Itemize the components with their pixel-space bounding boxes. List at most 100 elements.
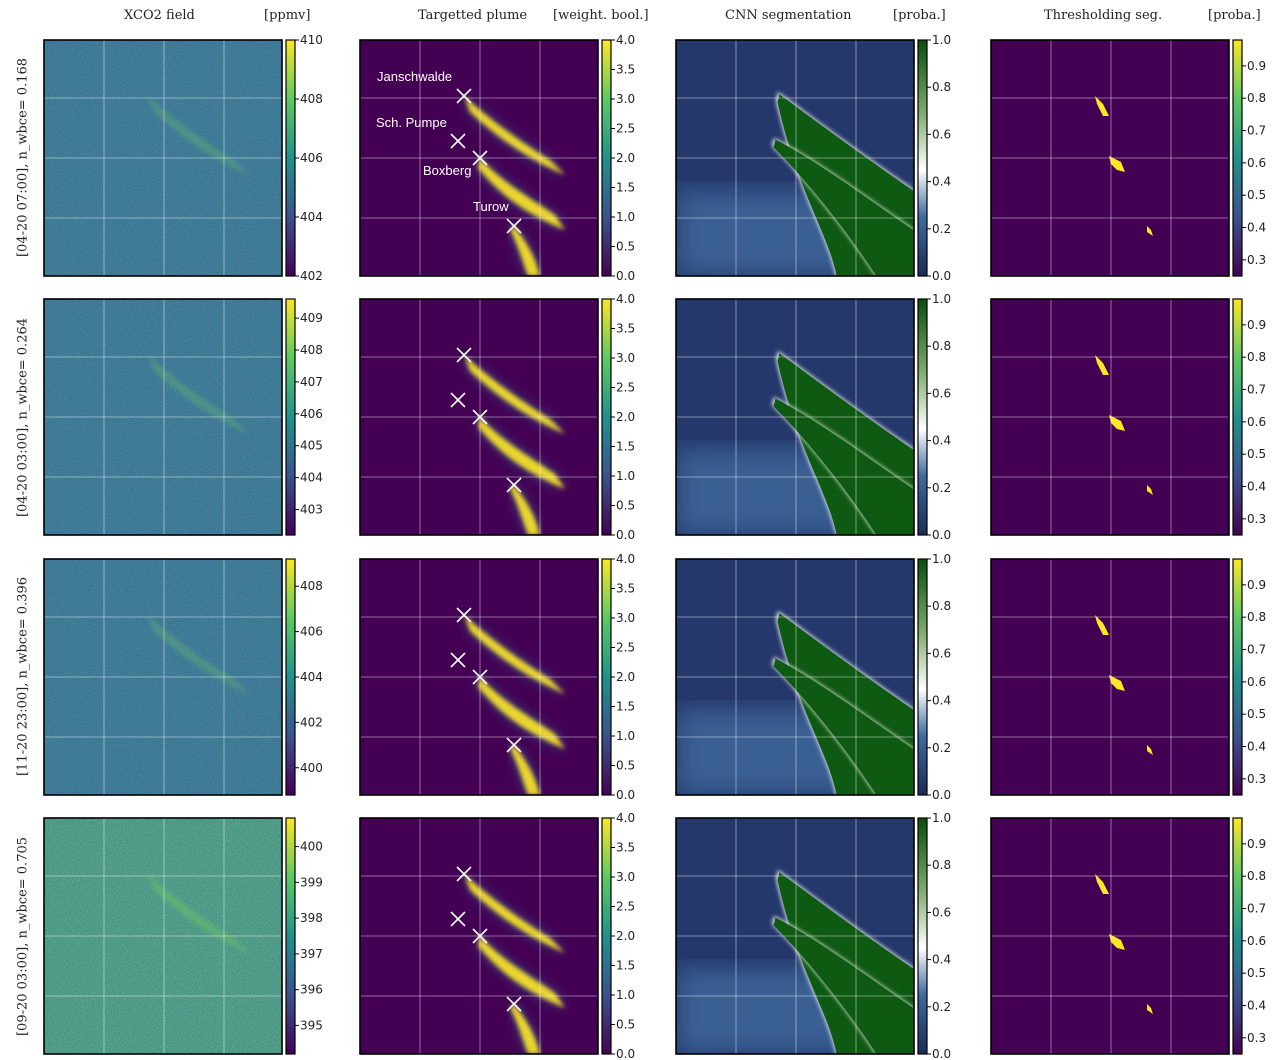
row2-plume-colorbar-ticklabel-7: 3.5	[616, 322, 635, 336]
row2-plume-colorbar-ticklabel-3: 1.5	[616, 440, 635, 454]
row1-plume-plume-core-1	[478, 158, 565, 230]
row4-xco2-frame	[43, 817, 283, 1055]
row1-plume-colorbar-ticklabel-7: 3.5	[616, 63, 635, 77]
row2-threshold-colorbar-ticklabel-3: 0.6	[1247, 415, 1266, 429]
row1-threshold-panel: 0.3 0.4 0.5 0.6 0.7 0.8 0.9	[990, 39, 1266, 277]
row2-xco2-colorbar-ticklabel-0: 403	[300, 502, 323, 516]
row1-plume-plume-core-2	[510, 226, 540, 276]
row3-xco2-panel: 400 402 404 406 408	[43, 558, 323, 796]
row2-cnn-panel: 0.0 0.2 0.4 0.6 0.8 1.0	[675, 292, 951, 542]
row4-xco2-colorbar-ticklabel-1: 396	[300, 983, 323, 997]
row3-xco2-colorbar-ticklabel-1: 402	[300, 715, 323, 729]
row3-cnn-colorbar-ticklabel-3: 0.6	[932, 646, 951, 660]
row3-plume-source-marker-0	[456, 607, 472, 623]
row2-threshold-colorbar-ticklabel-2: 0.5	[1247, 447, 1266, 461]
row3-threshold-colorbar: 0.3 0.4 0.5 0.6 0.7 0.8 0.9	[1232, 558, 1266, 796]
row1-plume-colorbar-ticklabel-1: 0.5	[616, 240, 635, 254]
row3-plume-panel: 0.0 0.5 1.0 1.5 2.0 2.5 3.0 3.5 4.0	[359, 552, 635, 802]
row2-cnn-colorbar: 0.0 0.2 0.4 0.6 0.8 1.0	[917, 292, 951, 542]
row4-threshold-colorbar-ticklabel-4: 0.7	[1247, 902, 1266, 916]
row2-xco2-panel: 403 404 405 406 407 408 409	[43, 298, 323, 536]
row4-cnn-colorbar-ticklabel-1: 0.2	[932, 1000, 951, 1014]
row4-threshold-colorbar-ticklabel-5: 0.8	[1247, 869, 1266, 883]
row4-xco2-colorbar-ticklabel-0: 395	[300, 1018, 323, 1032]
row2-plume-source-marker-3	[506, 477, 522, 493]
row1-plume-colorbar-ticklabel-0: 0.0	[616, 269, 635, 283]
row4-cnn-colorbar-ticklabel-0: 0.0	[932, 1047, 951, 1060]
row3-cnn-colorbar-ticklabel-2: 0.4	[932, 694, 951, 708]
row1-threshold-colorbar-ticklabel-6: 0.9	[1247, 59, 1266, 73]
row3-threshold-colorbar-ticklabel-6: 0.9	[1247, 578, 1266, 592]
row4-threshold-colorbar-ticklabel-0: 0.3	[1247, 1031, 1266, 1045]
row3-plume-colorbar-ticklabel-6: 3.0	[616, 611, 635, 625]
row2-threshold-colorbar-ticklabel-4: 0.7	[1247, 383, 1266, 397]
row1-threshold-frame	[990, 39, 1230, 277]
row3-threshold-colorbar-ticklabel-2: 0.5	[1247, 707, 1266, 721]
row3-plume-frame	[359, 558, 599, 796]
row2-cnn-region-1	[773, 398, 914, 535]
row2-cnn-colorbar-fill	[917, 298, 928, 536]
row3-plume-colorbar-ticklabel-5: 2.5	[616, 641, 635, 655]
row4-xco2-colorbar-ticklabel-5: 400	[300, 840, 323, 854]
row3-threshold-colorbar-ticklabel-4: 0.7	[1247, 643, 1266, 657]
row2-xco2-colorbar: 403 404 405 406 407 408 409	[285, 298, 323, 536]
row2-xco2-colorbar-ticklabel-4: 407	[300, 375, 323, 389]
row1-threshold-colorbar-ticklabel-2: 0.5	[1247, 188, 1266, 202]
row4-threshold-colorbar-ticklabel-6: 0.9	[1247, 837, 1266, 851]
row4-cnn-panel: 0.0 0.2 0.4 0.6 0.8 1.0	[675, 811, 951, 1060]
col-unit-xco2: [ppmv]	[264, 8, 311, 23]
row4-plume-plume-core-2	[510, 1004, 540, 1054]
row4-plume-panel: 0.0 0.5 1.0 1.5 2.0 2.5 3.0 3.5 4.0	[359, 811, 635, 1060]
row1-threshold-colorbar-ticklabel-5: 0.8	[1247, 91, 1266, 105]
row1-xco2-frame	[43, 39, 283, 277]
row2-cnn-colorbar-ticklabel-3: 0.6	[932, 386, 951, 400]
row1-cnn-colorbar: 0.0 0.2 0.4 0.6 0.8 1.0	[917, 33, 951, 283]
row3-threshold-frame	[990, 558, 1230, 796]
row1-plume-colorbar: 0.0 0.5 1.0 1.5 2.0 2.5 3.0 3.5 4.0	[601, 33, 635, 283]
row3-cnn-colorbar-ticklabel-0: 0.0	[932, 788, 951, 802]
row2-xco2-frame	[43, 298, 283, 536]
row1-plume-source-marker-3	[506, 218, 522, 234]
row3-threshold-panel: 0.3 0.4 0.5 0.6 0.7 0.8 0.9	[990, 558, 1266, 796]
row1-cnn-colorbar-ticklabel-5: 1.0	[932, 33, 951, 47]
row3-xco2-colorbar-fill	[285, 558, 296, 796]
row4-plume-source-marker-1	[450, 911, 466, 927]
row1-threshold-colorbar-ticklabel-3: 0.6	[1247, 156, 1266, 170]
row1-xco2-panel: 402 404 406 408 410	[43, 33, 323, 283]
row3-cnn-colorbar-ticklabel-5: 1.0	[932, 552, 951, 566]
row4-cnn-frame	[675, 817, 915, 1055]
row2-plume-colorbar-ticklabel-4: 2.0	[616, 410, 635, 424]
row2-xco2-colorbar-ticklabel-6: 409	[300, 311, 323, 325]
row3-plume-colorbar-ticklabel-7: 3.5	[616, 582, 635, 596]
row3-threshold-colorbar-ticklabel-1: 0.4	[1247, 740, 1266, 754]
label-janschwalde: Janschwalde	[377, 69, 452, 84]
row1-threshold-colorbar-ticklabel-4: 0.7	[1247, 124, 1266, 138]
row1-cnn-colorbar-ticklabel-2: 0.4	[932, 175, 951, 189]
row4-plume-colorbar-ticklabel-6: 3.0	[616, 870, 635, 884]
row3-cnn-colorbar-fill	[917, 558, 928, 796]
row2-plume-colorbar: 0.0 0.5 1.0 1.5 2.0 2.5 3.0 3.5 4.0	[601, 292, 635, 542]
row2-threshold-panel: 0.3 0.4 0.5 0.6 0.7 0.8 0.9	[990, 298, 1266, 536]
row2-plume-plume-core-2	[510, 485, 540, 535]
col-unit-cnn: [proba.]	[893, 8, 946, 23]
row3-plume-colorbar: 0.0 0.5 1.0 1.5 2.0 2.5 3.0 3.5 4.0	[601, 552, 635, 802]
row4-xco2-colorbar-ticklabel-3: 398	[300, 911, 323, 925]
row4-plume-colorbar-ticklabel-8: 4.0	[616, 811, 635, 825]
row4-threshold-colorbar-ticklabel-2: 0.5	[1247, 966, 1266, 980]
row1-xco2-colorbar-fill	[285, 39, 296, 277]
row4-plume-colorbar-ticklabel-1: 0.5	[616, 1018, 635, 1032]
row2-plume-source-marker-0	[456, 347, 472, 363]
row3-plume-colorbar-ticklabel-3: 1.5	[616, 700, 635, 714]
row1-xco2-colorbar-ticklabel-3: 408	[300, 92, 323, 106]
row2-cnn-colorbar-ticklabel-1: 0.2	[932, 481, 951, 495]
row3-threshold-colorbar-fill	[1232, 558, 1243, 796]
row2-cnn-colorbar-ticklabel-2: 0.4	[932, 434, 951, 448]
row4-plume-source-marker-0	[456, 866, 472, 882]
row4-cnn-region-1	[773, 917, 914, 1054]
row1-threshold-colorbar: 0.3 0.4 0.5 0.6 0.7 0.8 0.9	[1232, 39, 1266, 277]
row4-threshold-colorbar-ticklabel-3: 0.6	[1247, 934, 1266, 948]
row4-threshold-colorbar: 0.3 0.4 0.5 0.6 0.7 0.8 0.9	[1232, 817, 1266, 1055]
row4-plume-colorbar-ticklabel-7: 3.5	[616, 841, 635, 855]
row2-threshold-colorbar-ticklabel-0: 0.3	[1247, 512, 1266, 526]
